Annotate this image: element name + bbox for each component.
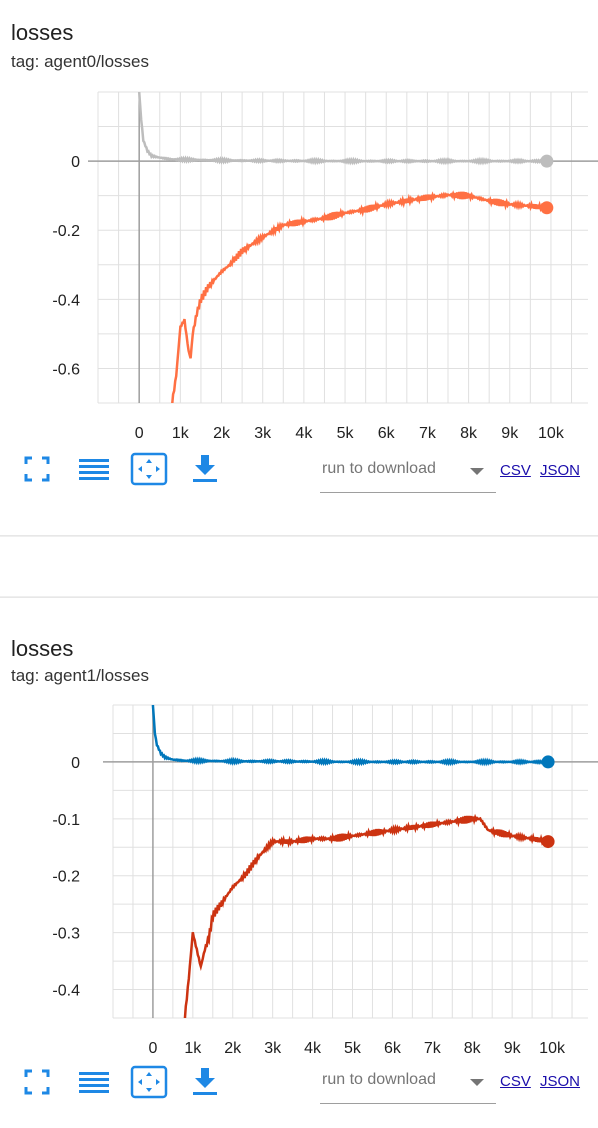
fullscreen-icon[interactable]	[20, 1065, 54, 1099]
x-tick-label: 2k	[213, 425, 231, 442]
chart-card-agent0: losses tag: agent0/losses 0 1k 2k 3k 4k 5k 6k 7…	[0, 0, 598, 536]
x-tick-label: 9k	[501, 425, 519, 442]
grid	[97, 91, 588, 404]
series-line[interactable]	[171, 190, 548, 405]
json-link[interactable]: JSON	[540, 1073, 581, 1090]
x-tick-label: 2k	[224, 1040, 242, 1057]
x-tick-label: 6k	[384, 1040, 402, 1057]
data-list-icon[interactable]	[76, 1065, 110, 1099]
run-to-download-select[interactable]: run to download	[320, 1067, 496, 1104]
x-tick-label: 8k	[464, 1040, 482, 1057]
csv-link[interactable]: CSV	[500, 462, 531, 479]
series-line[interactable]	[183, 813, 549, 1020]
chevron-down-icon	[470, 1079, 484, 1086]
x-tick-label: 10k	[538, 425, 565, 442]
x-tick-label: 0	[135, 425, 144, 442]
x-tick-label: 5k	[344, 1040, 362, 1057]
series-end-point[interactable]	[540, 201, 554, 215]
y-tick-label: -0.4	[52, 983, 80, 1000]
card-divider	[0, 596, 598, 598]
fit-domain-icon[interactable]	[130, 452, 168, 486]
y-tick-label: 0	[71, 755, 80, 772]
card-divider	[0, 535, 598, 537]
x-tick-label: 5k	[337, 425, 355, 442]
json-link[interactable]: JSON	[540, 462, 581, 479]
x-tick-label: 1k	[172, 425, 190, 442]
run-to-download-select[interactable]: run to download	[320, 456, 496, 493]
fit-domain-icon[interactable]	[130, 1065, 168, 1099]
y-tick-label: -0.3	[52, 926, 80, 943]
x-tick-label: 8k	[460, 425, 478, 442]
series-end-point[interactable]	[541, 755, 555, 769]
series-end-point[interactable]	[540, 154, 554, 168]
x-tick-label: 1k	[184, 1040, 202, 1057]
x-tick-label: 0	[148, 1040, 157, 1057]
chevron-down-icon	[470, 468, 484, 475]
grid	[112, 704, 588, 1019]
y-tick-label: -0.6	[52, 361, 80, 378]
chart-tag: tag: agent1/losses	[11, 666, 149, 685]
run-select-placeholder: run to download	[322, 460, 436, 477]
download-icon[interactable]	[188, 452, 222, 486]
series-end-point[interactable]	[541, 835, 555, 849]
fullscreen-icon[interactable]	[20, 452, 54, 486]
x-tick-label: 4k	[304, 1040, 322, 1057]
x-tick-label: 7k	[419, 425, 437, 442]
line-chart-agent1[interactable]: 0 1k 2k 3k 4k 5k 6k 7k 8k 9k 10k 0 -0.1 -0.2 -0.3 -0.4	[0, 598, 598, 1068]
data-list-icon[interactable]	[76, 452, 110, 486]
run-select-placeholder: run to download	[322, 1071, 436, 1088]
chart-title: losses	[11, 636, 74, 661]
x-tick-label: 7k	[424, 1040, 442, 1057]
chart-toolbar: run to download CSV JSON	[0, 452, 598, 493]
y-tick-label: -0.1	[52, 812, 80, 829]
x-tick-label: 6k	[378, 425, 396, 442]
series-line[interactable]	[151, 705, 549, 767]
chart-title: losses	[11, 20, 74, 45]
y-tick-label: 0	[71, 154, 80, 171]
x-tick-label: 3k	[254, 425, 272, 442]
series-line[interactable]	[137, 92, 548, 166]
y-tick-label: -0.2	[52, 869, 80, 886]
download-icon[interactable]	[188, 1065, 222, 1099]
chart-toolbar: run to download CSV JSON	[0, 1065, 598, 1105]
y-tick-label: -0.4	[52, 292, 80, 309]
line-chart-agent0[interactable]: 0 1k 2k 3k 4k 5k 6k 7k 8k 9k 10k 0 -0.2 -0.4 -0.6	[0, 0, 598, 450]
y-tick-label: -0.2	[52, 223, 80, 240]
x-tick-label: 10k	[539, 1040, 566, 1057]
chart-card-agent1: losses tag: agent1/losses 0 1k 2k 3k 4k 5k 6k 7…	[0, 598, 598, 1128]
x-tick-label: 4k	[295, 425, 313, 442]
x-tick-label: 3k	[264, 1040, 282, 1057]
csv-link[interactable]: CSV	[500, 1073, 531, 1090]
x-tick-label: 9k	[504, 1040, 522, 1057]
chart-tag: tag: agent0/losses	[11, 52, 149, 71]
